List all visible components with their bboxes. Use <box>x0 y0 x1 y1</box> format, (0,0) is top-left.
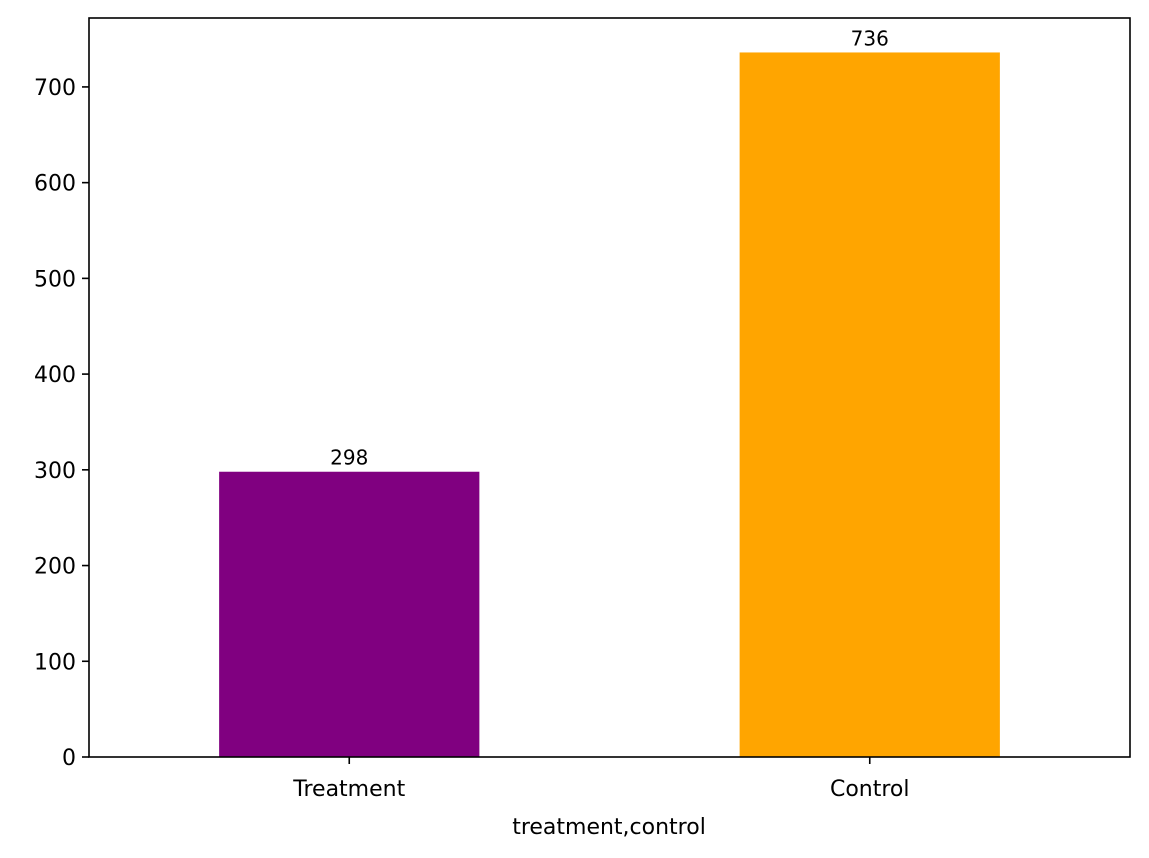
y-tick-label: 100 <box>34 650 76 675</box>
y-tick-label: 400 <box>34 363 76 388</box>
x-axis: Treatment Control <box>292 757 910 802</box>
y-tick-label: 500 <box>34 267 76 292</box>
y-tick-label: 0 <box>62 746 76 771</box>
bar-value-label: 736 <box>851 26 889 50</box>
bar-labels: 298 736 <box>330 26 889 469</box>
plot-frame <box>88 17 1131 758</box>
y-axis: 0 100 200 300 400 500 600 700 <box>34 76 89 771</box>
y-tick-label: 600 <box>34 172 76 197</box>
y-tick-label: 300 <box>34 459 76 484</box>
bar-treatment <box>219 471 480 757</box>
y-tick-label: 700 <box>34 76 76 101</box>
bars <box>219 52 1000 758</box>
x-tick-label: Control <box>830 777 910 802</box>
y-tick-label: 200 <box>34 555 76 580</box>
bar-control <box>739 52 1000 758</box>
x-axis-label: treatment,control <box>512 815 706 840</box>
bar-value-label: 298 <box>330 446 368 470</box>
x-tick-label: Treatment <box>292 777 405 802</box>
